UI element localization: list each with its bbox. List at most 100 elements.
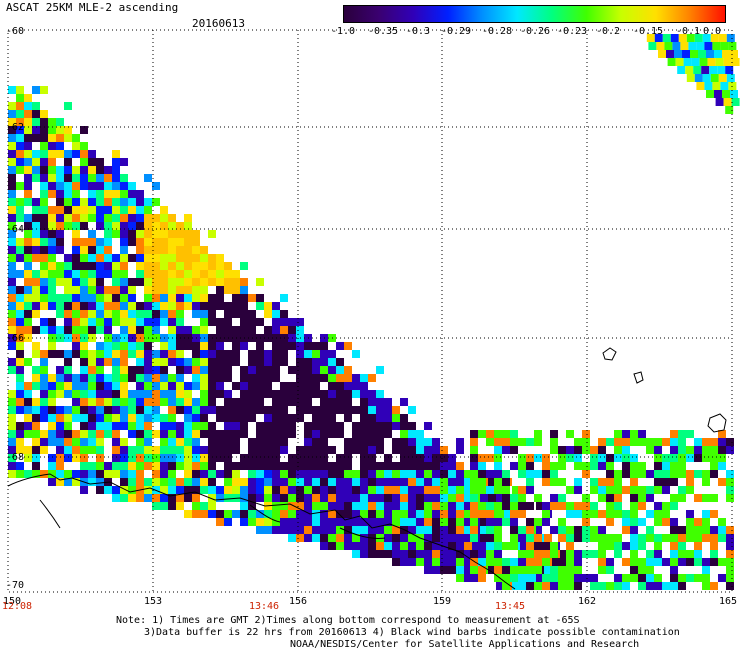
data-pixel [160,446,168,454]
data-pixel [725,106,734,114]
data-pixel [112,214,120,222]
data-pixel [296,406,304,414]
data-pixel [72,150,80,158]
data-pixel [536,502,544,510]
data-pixel [598,534,606,542]
data-pixel [280,526,288,534]
data-pixel [120,390,128,398]
data-pixel [112,390,120,398]
data-pixel [176,382,184,390]
data-pixel [200,374,208,382]
data-pixel [486,574,494,582]
data-pixel [8,350,16,358]
data-pixel [112,190,120,198]
data-pixel [48,190,56,198]
data-pixel [200,310,208,318]
data-pixel [128,294,136,302]
data-pixel [168,462,176,470]
data-pixel [486,454,494,462]
data-pixel [168,270,176,278]
data-pixel [144,238,152,246]
data-pixel [686,510,694,518]
data-pixel [72,158,80,166]
colorbar-tick-label: -0.1 [675,26,701,37]
data-pixel [702,566,710,574]
data-pixel [16,318,24,326]
data-pixel [184,294,192,302]
lon-label: 162 [577,596,597,607]
data-pixel [112,222,120,230]
data-pixel [96,470,104,478]
data-pixel [176,222,184,230]
data-pixel [32,374,40,382]
data-pixel [424,462,432,470]
data-pixel [312,518,320,526]
data-pixel [40,342,48,350]
data-pixel [120,254,128,262]
data-pixel [168,246,176,254]
data-pixel [542,502,550,510]
data-pixel [16,326,24,334]
data-pixel [32,86,40,94]
data-pixel [574,502,582,510]
data-pixel [160,182,168,190]
data-pixel [710,550,718,558]
data-pixel [88,286,96,294]
data-pixel [104,390,112,398]
data-pixel [648,42,657,50]
data-pixel [328,406,336,414]
data-pixel [16,270,24,278]
data-pixel [56,294,64,302]
data-pixel [726,534,734,542]
data-pixel [646,446,654,454]
data-pixel [710,526,718,534]
data-pixel [248,374,256,382]
data-pixel [232,422,240,430]
data-pixel [232,518,240,526]
data-pixel [518,582,526,590]
data-pixel [112,286,120,294]
data-pixel [678,438,686,446]
data-pixel [144,454,152,462]
data-pixel [486,430,494,438]
data-pixel [32,390,40,398]
data-pixel [392,470,400,478]
data-pixel [658,50,666,58]
data-pixel [606,566,614,574]
data-pixel [526,478,534,486]
data-pixel [630,454,638,462]
data-pixel [502,494,510,502]
data-pixel [72,206,80,214]
data-pixel [208,270,216,278]
data-pixel [96,198,104,206]
data-pixel [144,438,152,446]
data-pixel [152,502,160,510]
data-pixel [670,582,678,590]
data-pixel [470,518,478,526]
data-pixel [272,302,280,310]
data-pixel [296,486,304,494]
data-pixel [312,494,320,502]
data-pixel [400,430,408,438]
data-pixel [408,454,416,462]
data-pixel [694,502,702,510]
data-pixel [224,398,232,406]
data-pixel [670,34,679,42]
data-pixel [352,422,360,430]
data-pixel [694,518,702,526]
data-pixel [630,438,638,446]
data-pixel [662,34,671,42]
data-pixel [72,262,80,270]
data-pixel [248,470,256,478]
data-pixel [400,446,408,454]
data-pixel [312,430,320,438]
data-pixel [104,278,112,286]
data-pixel [216,422,224,430]
data-pixel [208,326,216,334]
data-pixel [550,494,558,502]
data-pixel [144,470,152,478]
data-pixel [582,566,590,574]
data-pixel [264,398,272,406]
data-pixel [400,454,408,462]
data-pixel [64,166,72,174]
